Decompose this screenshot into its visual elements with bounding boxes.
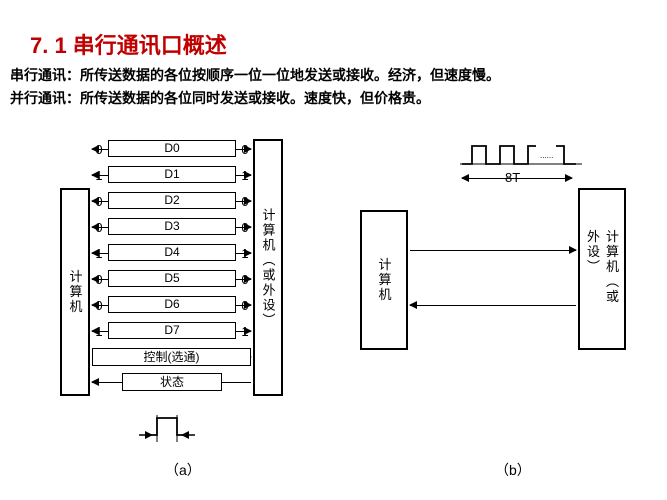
data-label-d5: D5: [108, 270, 236, 287]
status-label: 状态: [122, 373, 222, 391]
bit-left-1: 1: [93, 168, 105, 183]
computer-label-left-b: 计算机: [375, 258, 394, 303]
caption-a: （a）: [165, 460, 201, 480]
bit-left-5: 0: [93, 272, 105, 287]
data-label-d4: D4: [108, 244, 236, 261]
bit-right-0: 0: [239, 142, 251, 157]
timing-label: 8T: [505, 170, 520, 185]
ctrl-label: 控制(选通): [92, 348, 251, 366]
bit-left-0: 0: [93, 142, 105, 157]
desc-parallel: 并行通讯：所传送数据的各位同时发送或接收。速度快，但价格贵。: [10, 88, 430, 108]
data-label-d0: D0: [108, 140, 236, 157]
bit-left-7: 1: [93, 324, 105, 339]
bit-right-7: 1: [239, 324, 251, 339]
desc-serial: 串行通讯：所传送数据的各位按顺序一位一位地发送或接收。经济，但速度慢。: [10, 65, 500, 85]
computer-box-left-a: 计算机: [60, 188, 90, 396]
diagram-b-serial: 计算机 计算机（或外设） ...... 8T （b）: [360, 140, 650, 460]
bit-left-6: 0: [93, 298, 105, 313]
bit-right-1: 1: [239, 168, 251, 183]
waveform-b: ......: [460, 140, 590, 170]
computer-label-left-a: 计算机: [66, 270, 85, 315]
computer-label-right-a: 计算机（或外设）: [259, 208, 278, 328]
bit-left-3: 0: [93, 220, 105, 235]
section-title: 7. 1 串行通讯口概述: [30, 28, 227, 60]
bit-right-3: 0: [239, 220, 251, 235]
bit-left-4: 1: [93, 246, 105, 261]
bit-right-2: 0: [239, 194, 251, 209]
data-label-d6: D6: [108, 296, 236, 313]
computer-box-right-a: 计算机（或外设）: [253, 139, 283, 396]
bit-left-2: 0: [93, 194, 105, 209]
data-label-d7: D7: [108, 322, 236, 339]
data-label-d2: D2: [108, 192, 236, 209]
caption-b: （b）: [495, 460, 531, 480]
computer-box-left-b: 计算机: [360, 210, 408, 350]
bit-right-5: 0: [239, 272, 251, 287]
diagram-a-parallel: 计算机 计算机（或外设） D000D111D200D300D411D500D60…: [60, 120, 330, 460]
serial-arrow-tx: [410, 250, 576, 251]
data-label-d1: D1: [108, 166, 236, 183]
computer-box-right-b: 计算机（或外设）: [578, 188, 626, 350]
data-label-d3: D3: [108, 218, 236, 235]
bit-right-6: 0: [239, 298, 251, 313]
pulse-symbol-a: [135, 410, 205, 450]
bit-right-4: 1: [239, 246, 251, 261]
computer-label-right-b: 计算机（或外设）: [583, 230, 621, 309]
svg-text:......: ......: [540, 151, 553, 160]
serial-arrow-rx: [410, 305, 576, 306]
